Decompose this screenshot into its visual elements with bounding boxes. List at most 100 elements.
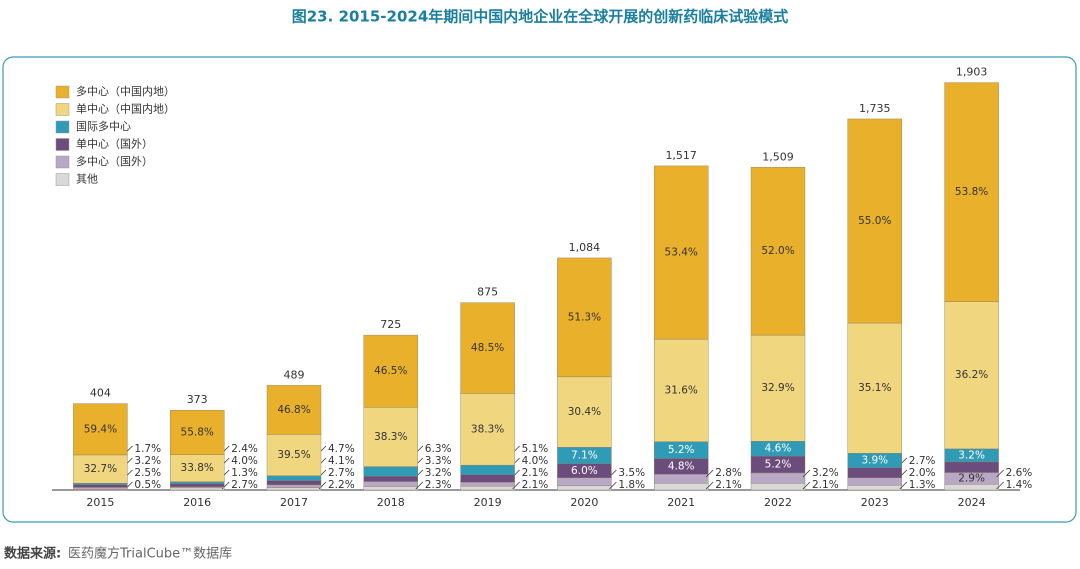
data-label: 53.8% [955, 186, 988, 198]
bar-segment [557, 477, 612, 487]
data-label: 0.5% [134, 479, 161, 491]
bar-segment [266, 480, 322, 486]
total-label: 1,903 [956, 66, 988, 79]
x-tick-label: 2023 [861, 496, 889, 509]
data-label: 30.4% [568, 406, 601, 418]
data-label: 3.3% [425, 455, 452, 467]
data-label: 1.3% [231, 467, 258, 479]
legend-label: 多中心（国外） [76, 154, 153, 168]
data-label: 3.2% [958, 449, 985, 461]
data-label: 2.7% [909, 455, 936, 467]
bar-segment [847, 484, 902, 491]
data-label: 3.2% [425, 467, 452, 479]
bar-segment [73, 482, 128, 485]
bar-segment [557, 485, 612, 491]
data-label: 2.8% [715, 467, 742, 479]
legend-label: 其他 [76, 173, 98, 186]
data-label: 4.1% [328, 455, 355, 467]
leader-line [705, 481, 714, 490]
x-tick-label: 2015 [86, 496, 114, 509]
bar-segment [460, 474, 515, 483]
leader-line [802, 481, 811, 490]
data-label: 1.3% [909, 479, 936, 491]
bar-segment [266, 487, 322, 491]
leader-line [996, 481, 1004, 490]
data-label: 2.1% [522, 467, 549, 479]
total-label: 1,084 [569, 241, 601, 254]
bar-segment [73, 484, 128, 488]
legend-swatch [55, 85, 70, 99]
bar-segment [654, 473, 709, 484]
bar-segment [460, 481, 515, 487]
bar-segment [266, 385, 322, 435]
data-label: 32.9% [761, 382, 794, 394]
source-text: 医药魔方TrialCube™数据库 [68, 546, 232, 562]
data-label: 33.8% [181, 462, 214, 474]
source-label: 数据来源: [4, 546, 61, 562]
data-label: 4.6% [765, 443, 792, 455]
data-label: 5.1% [522, 443, 549, 455]
legend-label: 单中心（中国内地） [76, 102, 175, 116]
bar-segment [750, 167, 806, 336]
bar-segment [460, 485, 515, 491]
x-tick-label: 2017 [280, 496, 308, 509]
data-label: 2.9% [958, 472, 985, 484]
bar-segment [750, 472, 806, 484]
data-label: 5.2% [765, 459, 792, 471]
bar-segment [266, 484, 322, 488]
bar-segment [847, 118, 902, 324]
data-label: 2.5% [134, 467, 161, 479]
data-label: 4.0% [231, 455, 258, 467]
bar-segment [654, 165, 709, 340]
total-label: 489 [284, 368, 305, 381]
legend-label: 多中心（中国内地） [76, 84, 175, 98]
leader-line [996, 469, 1004, 478]
bar-segment [363, 466, 418, 477]
data-label: 52.0% [761, 245, 794, 257]
data-label: 46.8% [277, 404, 310, 416]
leader-line [705, 469, 714, 478]
bar-segment [73, 403, 128, 456]
data-label: 51.3% [568, 311, 601, 323]
bar-segment [460, 393, 515, 466]
legend-swatch [55, 155, 70, 169]
data-label: 4.8% [668, 460, 695, 472]
total-label: 875 [477, 286, 498, 299]
bar-segment [654, 482, 709, 491]
x-tick-label: 2020 [570, 496, 598, 509]
legend-swatch [55, 173, 70, 186]
data-label: 2.1% [812, 479, 839, 491]
total-label: 1,509 [762, 150, 794, 163]
bar-segment [266, 475, 322, 481]
data-label: 2.4% [231, 443, 258, 455]
chart-title: 图23. 2015-2024年期间中国内地企业在全球开展的创新药临床试验模式 [292, 8, 789, 26]
bar-segment [363, 476, 418, 482]
data-label: 1.4% [1006, 479, 1033, 491]
bar-segment [73, 487, 128, 490]
data-label: 55.8% [181, 426, 214, 438]
x-tick-label: 2024 [958, 496, 986, 509]
data-label: 53.4% [665, 247, 698, 259]
data-label: 35.1% [858, 382, 891, 394]
bar-segment [73, 454, 128, 484]
bar-segment [557, 257, 612, 378]
data-label: 3.5% [618, 467, 645, 479]
data-label: 59.4% [84, 423, 117, 435]
data-label: 2.2% [328, 479, 355, 491]
total-label: 1,735 [859, 102, 891, 115]
legend-label: 单中心（国外） [76, 138, 153, 151]
data-label: 5.2% [668, 444, 695, 456]
bar-segment [944, 461, 999, 473]
data-label: 4.7% [328, 443, 355, 455]
data-label: 7.1% [571, 450, 598, 462]
data-label: 2.0% [909, 467, 936, 479]
bar-segment [750, 483, 806, 491]
total-label: 373 [187, 393, 208, 406]
data-label: 3.2% [812, 467, 839, 479]
data-label: 38.3% [374, 431, 407, 443]
total-label: 725 [380, 318, 401, 331]
total-label: 1,517 [665, 149, 697, 162]
bar-segment [847, 467, 902, 478]
